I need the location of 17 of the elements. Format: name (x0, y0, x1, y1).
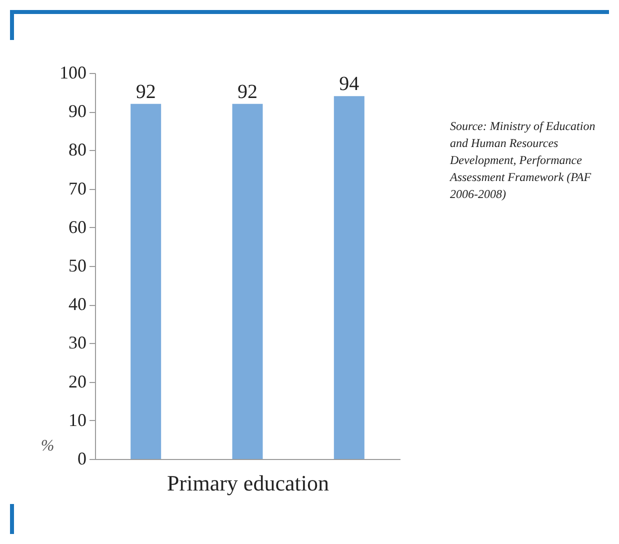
y-tick-label: 90 (68, 101, 86, 122)
y-tick-label: 50 (68, 256, 86, 276)
y-tick-label: 80 (68, 140, 86, 160)
y-tick-label: 30 (68, 332, 86, 353)
data-label: 94 (339, 73, 360, 96)
y-tick-label: 100 (60, 62, 86, 82)
y-tick-label: 20 (68, 371, 86, 392)
data-label: 92 (136, 80, 156, 103)
y-tick-label: 10 (68, 410, 86, 430)
data-label: 92 (238, 80, 258, 103)
y-tick-label: 40 (68, 294, 86, 314)
y-axis-title: % (40, 438, 54, 454)
x-axis-title: Primary education (167, 470, 329, 496)
y-tick-label: 70 (68, 178, 86, 198)
y-tick-label: 60 (68, 216, 86, 237)
source-note: Source: Ministry of Education and Human Resources Development, Performance Assessment Framework (PAF 2006-2008) (450, 118, 596, 203)
y-tick-label: 0 (78, 448, 86, 468)
